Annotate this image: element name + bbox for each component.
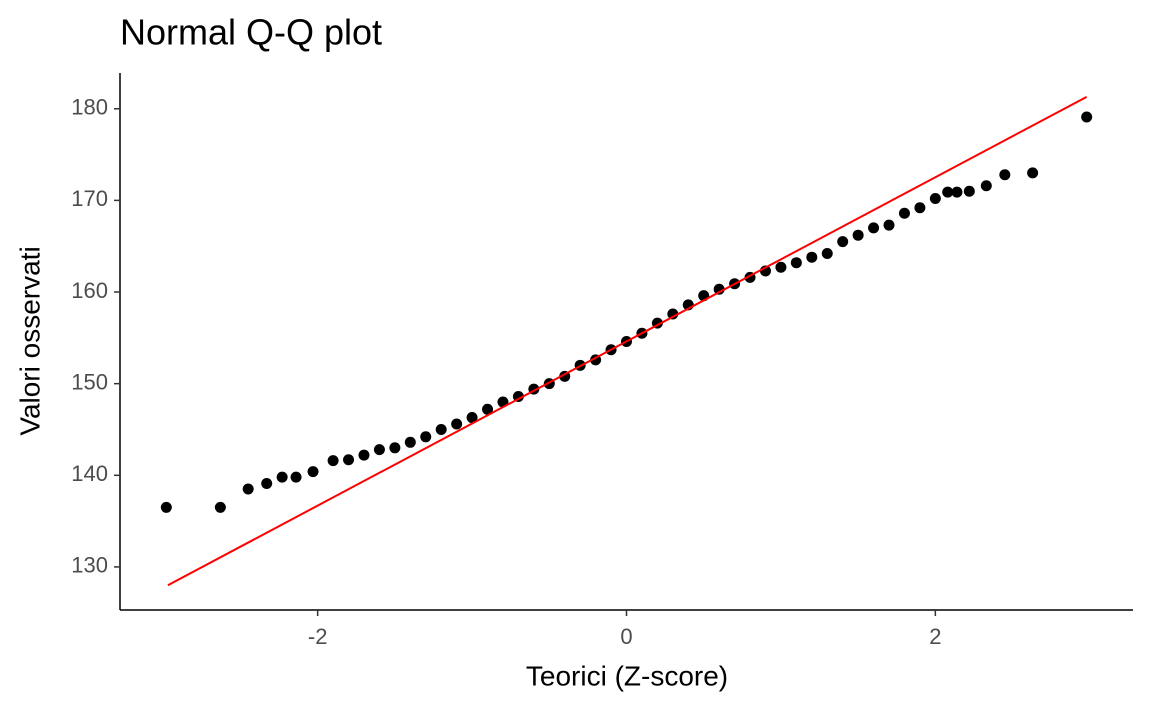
y-tick-label: 150: [71, 369, 108, 394]
point: [358, 449, 370, 461]
point: [327, 455, 339, 467]
point: [466, 412, 478, 424]
point: [404, 436, 416, 448]
point: [451, 418, 463, 430]
point: [929, 193, 941, 205]
x-axis-title: Teorici (Z-score): [526, 660, 728, 691]
point: [276, 471, 288, 483]
y-axis-title: Valori osservati: [14, 246, 45, 435]
point: [951, 186, 963, 198]
x-tick-label: 2: [929, 624, 941, 649]
y-tick-label: 140: [71, 461, 108, 486]
point: [307, 466, 319, 478]
point: [942, 186, 954, 198]
point: [242, 483, 254, 495]
point: [667, 308, 679, 320]
chart-title: Normal Q-Q plot: [120, 12, 382, 53]
point: [852, 229, 864, 241]
point: [435, 423, 447, 435]
point: [261, 478, 273, 490]
point: [389, 442, 401, 454]
reference-line: [167, 95, 1088, 587]
point: [713, 283, 725, 295]
y-tick-label: 180: [71, 95, 108, 120]
point: [980, 180, 992, 192]
point: [512, 390, 524, 402]
point: [1081, 111, 1093, 123]
point: [214, 501, 226, 513]
point: [898, 207, 910, 219]
point: [343, 454, 355, 466]
point: [837, 236, 849, 248]
x-tick-label: 0: [620, 624, 632, 649]
point: [290, 471, 302, 483]
point: [963, 185, 975, 197]
y-tick-label: 130: [71, 553, 108, 578]
point: [790, 257, 802, 269]
point: [420, 431, 432, 443]
y-tick-label: 170: [71, 186, 108, 211]
y-tick-label: 160: [71, 278, 108, 303]
point: [160, 501, 172, 513]
point: [482, 403, 494, 415]
point: [775, 261, 787, 273]
point: [821, 248, 833, 260]
point: [806, 251, 818, 263]
point: [868, 222, 880, 234]
point: [883, 219, 895, 231]
point: [914, 202, 926, 214]
point: [999, 169, 1011, 181]
x-tick-label: -2: [308, 624, 328, 649]
point: [1027, 167, 1039, 179]
point: [373, 444, 385, 456]
